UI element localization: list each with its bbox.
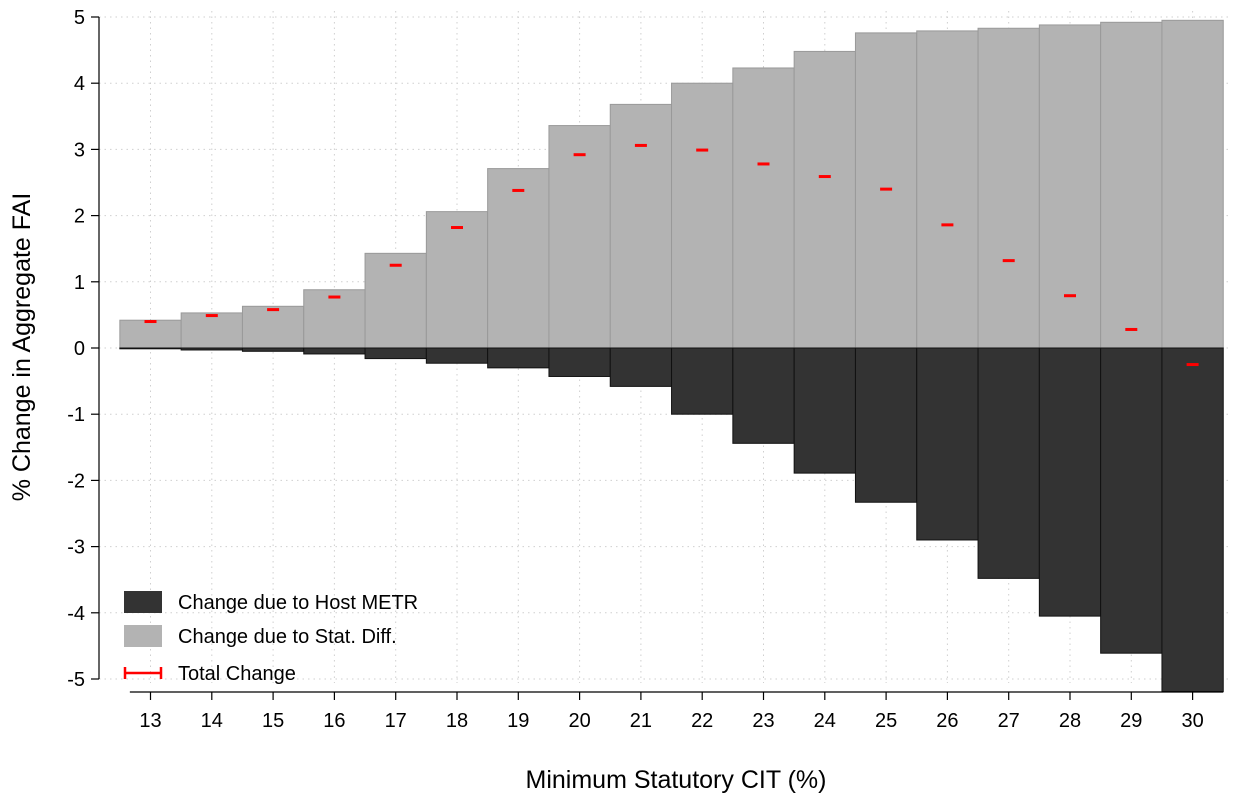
bar-host-metr bbox=[1038, 347, 1102, 617]
x-tick-label: 19 bbox=[507, 710, 529, 732]
x-axis-label: Minimum Statutory CIT (%) bbox=[526, 766, 827, 794]
bar-stat-diff bbox=[1100, 21, 1163, 349]
bar-host-metr bbox=[916, 347, 979, 541]
x-tick-label: 21 bbox=[630, 710, 652, 732]
legend-label-total-change: Total Change bbox=[178, 663, 296, 685]
bar-host-metr bbox=[241, 347, 305, 352]
x-tick-label: 22 bbox=[691, 710, 713, 732]
bar-stat-diff bbox=[487, 168, 550, 349]
x-tick-label: 23 bbox=[752, 710, 774, 732]
x-tick-label: 14 bbox=[201, 710, 223, 732]
legend-label-host-metr: Change due to Host METR bbox=[178, 592, 418, 614]
bar-stat-diff bbox=[1038, 24, 1102, 349]
bar-host-metr bbox=[303, 347, 366, 355]
bar-host-metr bbox=[1100, 347, 1163, 654]
bar-host-metr bbox=[977, 347, 1040, 579]
y-tick-label: 0 bbox=[74, 338, 85, 360]
bar-host-metr bbox=[609, 347, 673, 387]
y-tick-label: 5 bbox=[74, 7, 85, 29]
bar-stat-diff bbox=[425, 211, 489, 349]
legend-swatch-stat-diff bbox=[124, 625, 162, 647]
bars bbox=[119, 19, 1224, 693]
bar-stat-diff bbox=[241, 305, 305, 349]
x-tick-label: 29 bbox=[1120, 710, 1142, 732]
y-tick-label: -5 bbox=[67, 669, 85, 691]
y-axis-label: % Change in Aggregate FAI bbox=[8, 193, 36, 502]
x-tick-label: 28 bbox=[1059, 710, 1081, 732]
y-tick-label: 4 bbox=[74, 73, 85, 95]
bar-host-metr bbox=[1161, 347, 1224, 693]
legend-swatch-host-metr bbox=[124, 591, 162, 613]
bar-host-metr bbox=[793, 347, 856, 474]
bar-stat-diff bbox=[609, 103, 673, 349]
x-tick-label: 25 bbox=[875, 710, 897, 732]
legend-label-stat-diff: Change due to Stat. Diff. bbox=[178, 626, 397, 648]
bar-stat-diff bbox=[548, 125, 611, 349]
x-tick-label: 20 bbox=[568, 710, 590, 732]
x-tick-label: 16 bbox=[323, 710, 345, 732]
bar-host-metr bbox=[119, 347, 182, 350]
x-tick-label: 17 bbox=[385, 710, 407, 732]
y-tick-label: -3 bbox=[67, 537, 85, 559]
bar-host-metr bbox=[425, 347, 489, 364]
bar-stat-diff bbox=[916, 30, 979, 349]
y-tick-label: 1 bbox=[74, 272, 85, 294]
bar-host-metr bbox=[854, 347, 918, 503]
y-tick-label: -2 bbox=[67, 470, 85, 492]
bar-host-metr bbox=[548, 347, 611, 377]
x-tick-label: 13 bbox=[139, 710, 161, 732]
bar-stat-diff bbox=[977, 27, 1040, 349]
x-tick-label: 26 bbox=[936, 710, 958, 732]
x-tick-label: 18 bbox=[446, 710, 468, 732]
bar-stat-diff bbox=[671, 82, 734, 349]
bar-host-metr bbox=[180, 347, 243, 351]
y-tick-label: -4 bbox=[67, 603, 85, 625]
x-tick-label: 15 bbox=[262, 710, 284, 732]
bar-stat-diff bbox=[180, 312, 243, 349]
bar-stat-diff bbox=[119, 319, 182, 349]
bar-stat-diff bbox=[364, 252, 427, 349]
bar-stat-diff bbox=[732, 67, 795, 349]
legend-swatch-total-change bbox=[123, 667, 163, 679]
x-tick-label: 24 bbox=[814, 710, 836, 732]
x-tick-label: 30 bbox=[1181, 710, 1203, 732]
y-tick-label: -1 bbox=[67, 404, 85, 426]
bar-stat-diff bbox=[793, 50, 856, 349]
bar-host-metr bbox=[487, 347, 550, 369]
bar-host-metr bbox=[732, 347, 795, 444]
bar-host-metr bbox=[364, 347, 427, 360]
y-tick-label: 2 bbox=[74, 206, 85, 228]
bar-stat-diff bbox=[1161, 19, 1224, 349]
total-change-markers bbox=[144, 143, 1199, 367]
legend: Change due to Host METR Change due to St… bbox=[123, 591, 418, 685]
bar-host-metr bbox=[671, 347, 734, 415]
x-tick-label: 27 bbox=[998, 710, 1020, 732]
y-tick-label: 3 bbox=[74, 139, 85, 161]
